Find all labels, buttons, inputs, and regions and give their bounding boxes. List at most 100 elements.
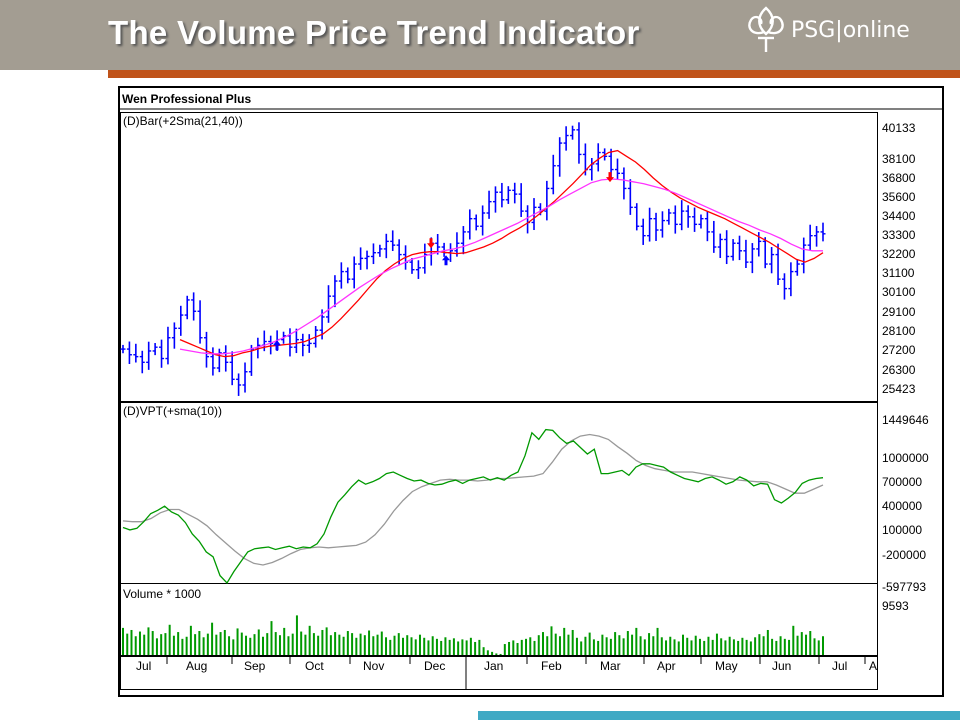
month-label: A (869, 659, 877, 673)
price-bar (300, 333, 306, 357)
price-bar (338, 262, 344, 289)
month-label: Apr (657, 659, 676, 673)
price-bar (152, 343, 158, 356)
price-tick: 25423 (882, 382, 916, 396)
price-bar (486, 190, 492, 219)
month-label: Nov (363, 659, 384, 673)
price-tick: 33300 (882, 228, 916, 242)
price-bar (377, 244, 383, 257)
buy-arrow (273, 340, 281, 351)
vpt-tick: 400000 (882, 499, 922, 513)
month-label: Sep (244, 659, 266, 673)
slide-header: The Volume Price Trend Indicator PSG|onl… (0, 0, 960, 70)
price-bar (788, 262, 794, 297)
price-bar (358, 247, 364, 270)
price-bars (120, 122, 826, 396)
price-bar (820, 222, 826, 242)
price-bar (197, 300, 203, 344)
price-bar (512, 182, 518, 204)
price-bar (672, 205, 678, 234)
price-bar (229, 351, 235, 386)
price-bar (171, 322, 177, 349)
month-label: Oct (305, 659, 324, 673)
price-bar (775, 243, 781, 286)
price-tick: 35600 (882, 190, 916, 204)
price-bar (614, 158, 620, 180)
sma21-line (179, 149, 824, 358)
price-bar (133, 343, 139, 363)
bottom-accent-bar (478, 711, 960, 720)
price-moving-averages (179, 149, 824, 358)
price-tick: 26300 (882, 363, 916, 377)
price-panel (120, 112, 878, 402)
logo-text: PSG|online (791, 18, 910, 43)
month-label: Dec (424, 659, 445, 673)
price-bar (287, 328, 293, 357)
vpt-tick: 700000 (882, 475, 922, 489)
x-axis-panel (120, 656, 878, 690)
stock-chart: Wen Professional Plus (D)Bar(+2Sma(21,40… (120, 92, 942, 690)
price-bar (383, 233, 389, 259)
volume-bars (122, 615, 824, 655)
price-bar (210, 347, 216, 376)
vpt-tick: -200000 (882, 548, 926, 562)
price-bar (351, 256, 357, 289)
price-bar (557, 137, 563, 177)
price-bar (814, 226, 820, 247)
price-bar (126, 341, 132, 365)
price-bar (576, 122, 582, 164)
price-bar (178, 305, 184, 336)
price-bar (345, 267, 351, 284)
price-bar (415, 260, 421, 279)
vpt-line (122, 428, 824, 584)
buy-arrow (442, 255, 450, 266)
vpt-y-axis: 1449646 1000000 700000 400000 100000 -20… (882, 413, 929, 594)
price-bar (518, 183, 524, 217)
vpt-lines (122, 428, 824, 584)
price-bar (216, 348, 222, 373)
price-bar (326, 285, 332, 323)
price-bar (505, 186, 511, 204)
price-bar (781, 273, 787, 300)
price-bar (570, 125, 576, 140)
price-bar (499, 182, 505, 208)
price-bar (184, 295, 190, 320)
chart-window: Wen Professional Plus (D)Bar(+2Sma(21,40… (118, 86, 944, 697)
price-bar (659, 211, 665, 238)
price-bar (749, 243, 755, 274)
x-axis-ticks (166, 657, 866, 689)
price-bar (159, 339, 165, 368)
price-bar (692, 207, 698, 232)
volume-panel-label: Volume * 1000 (123, 587, 201, 601)
price-tick: 36800 (882, 171, 916, 185)
vpt-panel (120, 402, 878, 584)
price-bar (422, 243, 428, 274)
price-tick: 32200 (882, 247, 916, 261)
price-panel-label: (D)Bar(+2Sma(21,40)) (123, 114, 243, 128)
vpt-tick: 1000000 (882, 451, 929, 465)
price-bar (293, 328, 299, 354)
x-axis-labels: Jul Aug Sep Oct Nov Dec Jan Feb Mar Apr … (136, 659, 877, 673)
price-bar (268, 335, 274, 355)
slide-title: The Volume Price Trend Indicator (108, 14, 640, 51)
price-tick: 30100 (882, 285, 916, 299)
price-bar (236, 373, 242, 396)
month-label: May (715, 659, 738, 673)
vpt-tick: 100000 (882, 523, 922, 537)
price-bar (544, 180, 550, 221)
price-bar (191, 292, 197, 321)
month-label: Jul (136, 659, 151, 673)
price-bar (711, 220, 717, 253)
price-y-axis: 40133 38100 36800 35600 34400 33300 3220… (882, 121, 916, 396)
vpt-tick: 1449646 (882, 413, 929, 427)
sma40-line (179, 178, 823, 355)
price-bar (454, 232, 460, 257)
price-bar (589, 158, 595, 181)
fleur-de-lis-icon (748, 6, 784, 52)
price-bar (390, 230, 396, 251)
sell-arrow (606, 172, 614, 183)
price-bar (139, 350, 145, 374)
price-bar (640, 218, 646, 245)
price-bar (364, 250, 370, 270)
price-bar (634, 203, 640, 231)
